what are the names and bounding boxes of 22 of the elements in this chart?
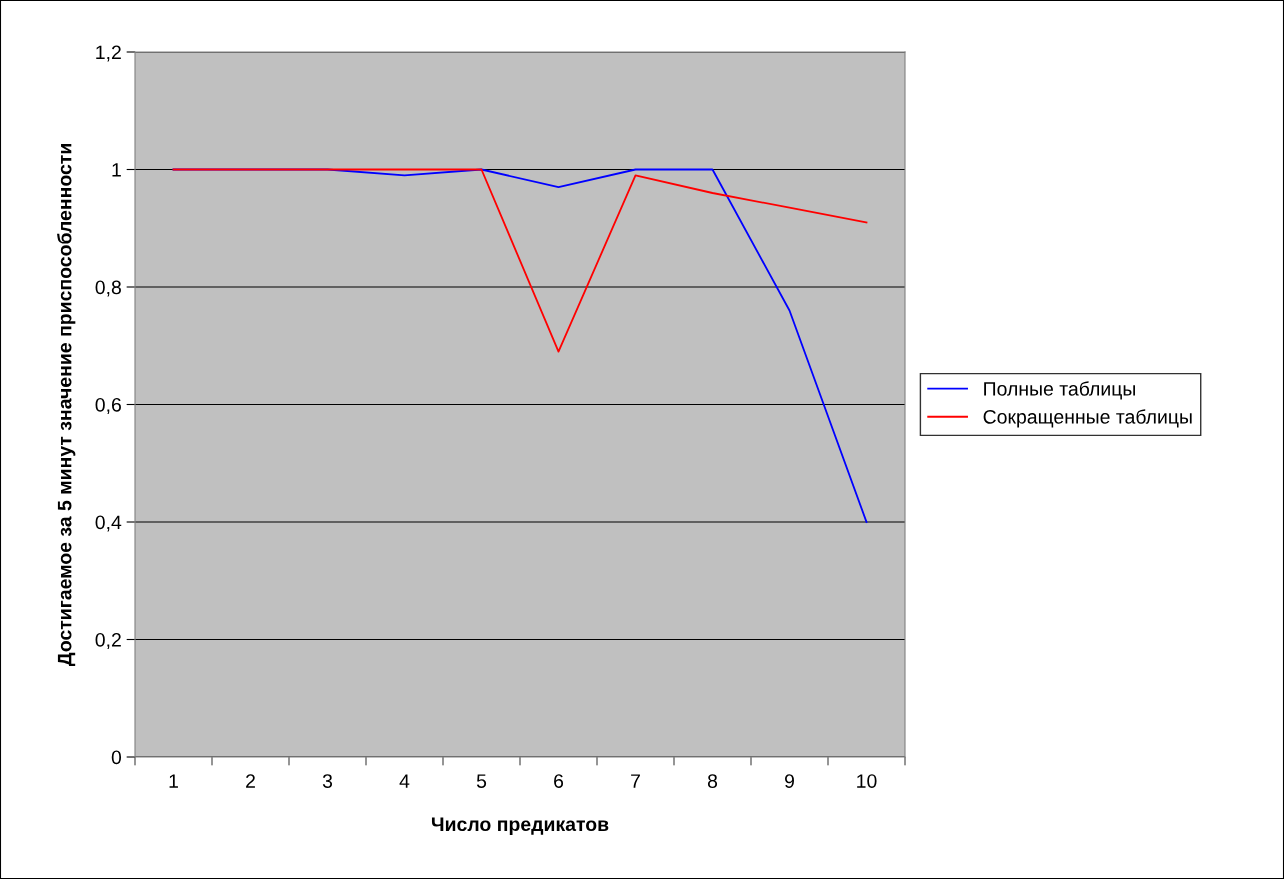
line-series — [172, 168, 868, 353]
legend-label: Сокращенные таблицы — [983, 409, 1192, 428]
y-tick-label: 1 — [112, 163, 121, 177]
y-tick-label: 0,2 — [95, 632, 121, 650]
x-tick-label: 7 — [631, 774, 640, 788]
x-tick-label: 6 — [554, 774, 564, 788]
x-tick-label: 8 — [707, 774, 718, 788]
x-axis-title: Число предикатов — [431, 817, 609, 835]
x-tick-label: 9 — [785, 774, 794, 788]
y-tick-label: 0,4 — [95, 515, 122, 532]
y-axis-title: Достигаемое за 5 минут значение приспособленности — [57, 144, 76, 667]
x-tick-label: 1 — [169, 774, 178, 788]
x-tick-label: 10 — [857, 774, 877, 788]
x-tick-label: 2 — [246, 774, 255, 788]
y-tick-label: 0,8 — [95, 280, 121, 297]
y-tick-label: 0,6 — [95, 397, 121, 415]
x-tick-label: 5 — [476, 774, 487, 788]
x-tick-label: 3 — [322, 774, 333, 788]
y-tick-label: 1,2 — [96, 45, 121, 62]
x-tick-label: 4 — [399, 774, 410, 788]
y-tick-label: 0 — [111, 750, 122, 765]
legend-label: Полные таблицы — [984, 381, 1135, 400]
